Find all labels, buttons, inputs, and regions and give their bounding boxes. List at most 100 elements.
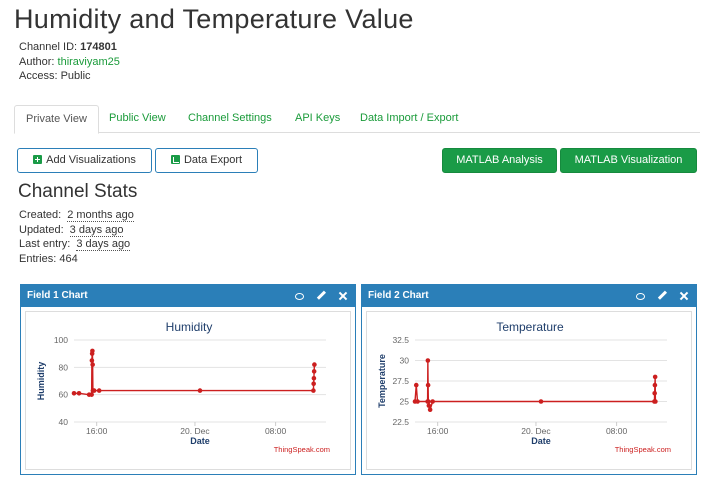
y-tick-label: 25	[400, 397, 410, 407]
y-axis-label: Temperature	[377, 354, 387, 408]
channel-stats: Created: 2 months ago Updated: 3 days ago …	[19, 208, 134, 266]
tab-channel-settings[interactable]: Channel Settings	[188, 112, 272, 124]
created-row: Created: 2 months ago	[19, 208, 134, 223]
data-point	[425, 382, 431, 388]
field-2-chart-body: Temperature 22.5 25 27.5 30 32.5 16:00 20. Dec 0…	[366, 311, 692, 470]
chart-credit: ThingSpeak.com	[615, 445, 671, 454]
x-tick-label: 08:00	[606, 426, 628, 436]
channel-tabs: Private View Public View Channel Setting…	[14, 105, 700, 134]
channel-id-label: Channel ID:	[19, 41, 78, 53]
author-link[interactable]: thiraviyam25	[57, 55, 120, 68]
last-entry-value: 3 days ago	[76, 238, 131, 251]
field-2-chart-panel: Field 2 Chart Temperature 22.5 25 27.5 30 32.…	[361, 284, 697, 475]
series-line	[74, 350, 316, 396]
temperature-chart: Temperature 22.5 25 27.5 30 32.5 16:00 20. Dec 0…	[377, 320, 671, 454]
access-label: Access:	[19, 70, 58, 82]
last-entry-label: Last entry:	[19, 238, 71, 250]
author-label: Author:	[19, 55, 55, 68]
data-point	[425, 358, 431, 363]
data-point	[430, 399, 435, 404]
matlab-visualization-button[interactable]: MATLAB Visualization	[560, 148, 697, 173]
data-point	[311, 375, 317, 381]
field-2-chart-header: Field 2 Chart	[362, 285, 696, 307]
field-1-chart-header: Field 1 Chart	[21, 285, 355, 307]
close-icon[interactable]	[338, 291, 348, 301]
created-label: Created:	[19, 209, 62, 221]
tab-api-keys[interactable]: API Keys	[295, 112, 341, 124]
x-tick-label: 20. Dec	[180, 426, 210, 436]
chart-icon	[170, 155, 180, 164]
y-tick-label: 22.5	[392, 417, 409, 427]
field-2-chart-tools	[636, 285, 689, 307]
created-value: 2 months ago	[67, 209, 134, 222]
humidity-chart: Humidity 40 60 80 100 16:00 20. Dec 08:00 Date Hu…	[36, 320, 330, 454]
pencil-icon[interactable]	[657, 291, 667, 301]
data-point	[96, 388, 102, 393]
data-point	[312, 362, 317, 367]
data-export-button[interactable]: Data Export	[155, 148, 258, 173]
data-point	[538, 399, 544, 404]
data-point	[427, 407, 433, 412]
x-axis-label: Date	[531, 436, 551, 446]
data-point	[415, 399, 420, 404]
data-point	[652, 374, 658, 380]
y-tick-label: 32.5	[392, 335, 409, 345]
y-tick-label: 27.5	[392, 376, 409, 386]
channel-meta: Channel ID: 174801 Author: thiraviyam25 …	[19, 40, 120, 84]
add-visualizations-button[interactable]: Add Visualizations	[17, 148, 152, 173]
y-tick-label: 60	[59, 390, 69, 400]
data-point	[311, 369, 317, 374]
entries-value: 464	[59, 252, 78, 265]
channel-stats-title: Channel Stats	[18, 181, 138, 202]
plus-icon	[33, 155, 43, 164]
access-row: Access: Public	[19, 69, 120, 84]
field-1-chart-tools	[295, 285, 348, 307]
entries-label: Entries:	[19, 252, 57, 265]
y-tick-label: 100	[54, 335, 68, 345]
chart-title: Temperature	[496, 320, 564, 334]
updated-row: Updated: 3 days ago	[19, 223, 134, 238]
author-row: Author: thiraviyam25	[19, 55, 120, 70]
pencil-icon[interactable]	[316, 291, 326, 301]
matlab-analysis-button[interactable]: MATLAB Analysis	[442, 148, 557, 173]
chart-title: Humidity	[166, 320, 213, 334]
y-tick-label: 30	[400, 356, 410, 366]
data-point	[426, 399, 431, 404]
entries-row: Entries: 464	[19, 252, 134, 267]
data-point	[91, 388, 97, 393]
channel-id-value: 174801	[80, 41, 117, 53]
data-point	[71, 391, 77, 396]
field-1-chart-body: Humidity 40 60 80 100 16:00 20. Dec 08:00 Date Hu…	[25, 311, 351, 470]
x-tick-label: 08:00	[265, 426, 287, 436]
comment-icon[interactable]	[295, 292, 304, 300]
last-entry-row: Last entry: 3 days ago	[19, 237, 134, 252]
add-visualizations-label: Add Visualizations	[46, 154, 136, 166]
chart-credit: ThingSpeak.com	[274, 445, 330, 454]
tab-private-view[interactable]: Private View	[14, 105, 99, 134]
x-tick-label: 16:00	[86, 426, 108, 436]
field-1-chart-title: Field 1 Chart	[27, 290, 88, 301]
page-title: Humidity and Temperature Value	[14, 4, 414, 34]
field-2-chart-title: Field 2 Chart	[368, 290, 429, 301]
data-point	[311, 381, 316, 387]
tab-public-view[interactable]: Public View	[109, 112, 166, 124]
data-point	[89, 358, 95, 363]
data-point	[311, 388, 316, 393]
data-point	[90, 362, 95, 367]
x-tick-label: 16:00	[427, 426, 449, 436]
y-tick-label: 40	[59, 417, 69, 427]
data-point	[653, 399, 658, 404]
field-1-chart-panel: Field 1 Chart Humidity 40 60 80 100 16:00 20. …	[20, 284, 356, 475]
data-point	[197, 388, 203, 393]
y-axis-label: Humidity	[36, 362, 46, 401]
data-export-label: Data Export	[183, 154, 243, 166]
data-point	[90, 348, 95, 354]
updated-value: 3 days ago	[69, 223, 124, 237]
data-point	[652, 382, 658, 388]
access-value: Public	[60, 70, 91, 82]
tab-data-import-export[interactable]: Data Import / Export	[360, 112, 459, 124]
channel-id-row: Channel ID: 174801	[19, 40, 120, 55]
comment-icon[interactable]	[636, 292, 645, 300]
data-point	[76, 391, 82, 396]
close-icon[interactable]	[679, 291, 689, 301]
